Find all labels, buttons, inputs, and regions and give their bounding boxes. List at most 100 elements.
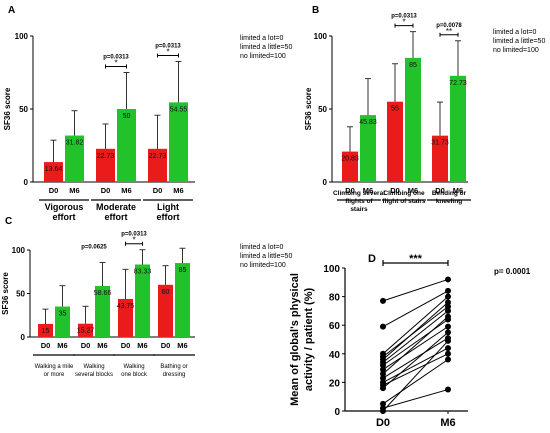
panel-b-data-label: 72.73 bbox=[449, 80, 467, 87]
panel-d-point-m6 bbox=[445, 307, 451, 314]
panel-b-x-tick-label: D0 bbox=[390, 186, 400, 195]
panel-b-y-tick-label: 100 bbox=[314, 32, 328, 41]
panel-b-x-tick-label: M6 bbox=[453, 186, 463, 195]
panel-c-bar-m6 bbox=[95, 285, 110, 337]
panel-a-y-tick-label: 0 bbox=[24, 178, 29, 187]
panel-c-group-label: Walking a mile bbox=[35, 364, 74, 370]
panel-c-y-axis-label: SF36 score bbox=[1, 272, 10, 315]
panel-c-legend-entry: limited a lot=0 bbox=[240, 244, 283, 251]
panel-d-point-m6 bbox=[445, 287, 451, 294]
panel-a-x-tick-label: M6 bbox=[173, 186, 183, 195]
panel-c-y-tick-label: 50 bbox=[16, 290, 25, 299]
panel-a-group-label: effort bbox=[53, 212, 76, 222]
panel-c-x-tick-label: D0 bbox=[161, 341, 171, 350]
panel-c-p-value: p=0.0313 bbox=[121, 232, 147, 238]
panel-b-data-label: 31.73 bbox=[431, 140, 449, 147]
panel-c-bar-d0 bbox=[78, 323, 93, 337]
panel-b-x-tick-label: M6 bbox=[408, 186, 418, 195]
panel-c-x-tick-label: M6 bbox=[137, 341, 147, 350]
panel-b-bar-m6 bbox=[405, 57, 421, 182]
panel-a-x-tick-label: M6 bbox=[69, 186, 79, 195]
panel-a-bar-m6 bbox=[65, 135, 84, 182]
panel-d-pair-line bbox=[382, 347, 449, 383]
panel-d-letter: D bbox=[368, 253, 376, 265]
panel-c-bar-d0 bbox=[158, 284, 173, 337]
panel-d-pair-line bbox=[382, 316, 449, 375]
panel-a-p-value: p=0.0313 bbox=[155, 43, 181, 49]
panel-a-data-label: 50 bbox=[123, 113, 131, 120]
panel-a-group-label: Moderate bbox=[96, 202, 136, 212]
panel-d-point-m6 bbox=[445, 350, 451, 357]
panel-b-group-label: stairs bbox=[350, 206, 368, 213]
panel-a-x-tick-label: D0 bbox=[101, 186, 111, 195]
panel-c-data-label: 15.27 bbox=[77, 328, 95, 335]
panel-a-group-label: Light bbox=[157, 202, 179, 212]
panel-d-y-tick-label: 0 bbox=[334, 407, 340, 418]
panel-c-y-tick-label: 0 bbox=[21, 333, 26, 342]
panel-a-x-tick-label: M6 bbox=[121, 186, 131, 195]
panel-c-group-label: dressing bbox=[163, 372, 186, 378]
panel-c-group-label: or more bbox=[44, 372, 65, 378]
panel-c-data-label: 35 bbox=[59, 311, 67, 318]
panel-d-pair-line bbox=[382, 306, 449, 358]
panel-d-point-m6 bbox=[445, 299, 451, 306]
panel-c-data-label: 60 bbox=[162, 289, 170, 296]
panel-a-data-label: 13.64 bbox=[45, 166, 63, 173]
panel-d-y-tick-label: 20 bbox=[329, 378, 341, 389]
panel-d-point-d0 bbox=[380, 297, 386, 304]
panel-c-bar-d0 bbox=[38, 323, 53, 337]
panel-d-sig-stars: *** bbox=[409, 253, 423, 265]
panel-a-x-tick-label: D0 bbox=[153, 186, 163, 195]
panel-b-group-label: Climbing several bbox=[333, 190, 385, 197]
panel-c-x-tick-label: D0 bbox=[81, 341, 91, 350]
panel-b-x-tick-label: D0 bbox=[435, 186, 445, 195]
panel-b-bar-m6 bbox=[360, 115, 376, 182]
panel-c-legend-entry: limited a little=50 bbox=[240, 253, 292, 260]
panel-a-y-tick-label: 50 bbox=[19, 105, 28, 114]
panel-d-pair-line bbox=[382, 389, 449, 409]
panel-c-data-label: 43.75 bbox=[117, 303, 135, 310]
panel-b-p-value: p=0.0313 bbox=[391, 14, 417, 20]
panel-c-p-value: p=0.0625 bbox=[81, 244, 107, 250]
panel-b-data-label: 55 bbox=[391, 106, 399, 113]
panel-d-point-d0 bbox=[380, 323, 386, 330]
panel-b-data-label: 85 bbox=[409, 62, 417, 69]
panel-a-data-label: 31.82 bbox=[66, 140, 84, 147]
panel-d-pair-line bbox=[382, 337, 449, 379]
panel-d-pair-line bbox=[382, 340, 449, 412]
panel-c-data-label: 15 bbox=[42, 328, 50, 335]
panel-d-pair-line bbox=[382, 290, 449, 328]
panel-b-y-tick-label: 0 bbox=[323, 178, 328, 187]
panel-d-pair-line bbox=[382, 331, 449, 389]
panel-d-point-d0 bbox=[380, 375, 386, 382]
panel-c-sig-stars: * bbox=[132, 236, 135, 245]
panel-d-pair-line bbox=[382, 301, 449, 360]
panel-b-x-tick-label: D0 bbox=[345, 186, 355, 195]
panel-d-point-m6 bbox=[445, 337, 451, 344]
panel-d-point-m6 bbox=[445, 276, 451, 283]
panel-c-y-tick-label: 100 bbox=[12, 246, 26, 255]
panel-d-point-d0 bbox=[380, 370, 386, 377]
panel-b-y-axis-label: SF36 score bbox=[304, 87, 313, 130]
panel-b-sig-stars: ** bbox=[446, 27, 452, 36]
panel-c-bar-d0 bbox=[118, 298, 133, 337]
panel-c-data-label: 85 bbox=[179, 267, 187, 274]
panel-d-point-m6 bbox=[445, 323, 451, 330]
panel-a-legend-entry: no limited=100 bbox=[240, 53, 286, 60]
panel-b-data-label: 45.83 bbox=[359, 119, 377, 126]
panel-d-point-m6 bbox=[445, 386, 451, 393]
panel-d-pair-line bbox=[382, 319, 449, 366]
panel-a-data-label: 22.73 bbox=[149, 153, 167, 160]
panel-c-x-tick-label: D0 bbox=[121, 341, 131, 350]
panel-d-pair-line bbox=[382, 310, 449, 363]
panel-d-pair-line bbox=[382, 359, 449, 405]
panel-b-group-label: Bending or bbox=[432, 190, 467, 197]
panel-c-group-label: Walking bbox=[83, 364, 104, 370]
panel-d-p-value: p= 0.0001 bbox=[494, 267, 531, 276]
panel-a-group-label: Vigorous bbox=[45, 202, 84, 212]
panel-d-point-d0 bbox=[380, 400, 386, 407]
panel-a-legend-entry: limited a little=50 bbox=[240, 44, 292, 51]
panel-d-point-d0 bbox=[380, 408, 386, 414]
panel-c-bar-m6 bbox=[175, 263, 190, 337]
panel-d-point-m6 bbox=[445, 345, 451, 352]
